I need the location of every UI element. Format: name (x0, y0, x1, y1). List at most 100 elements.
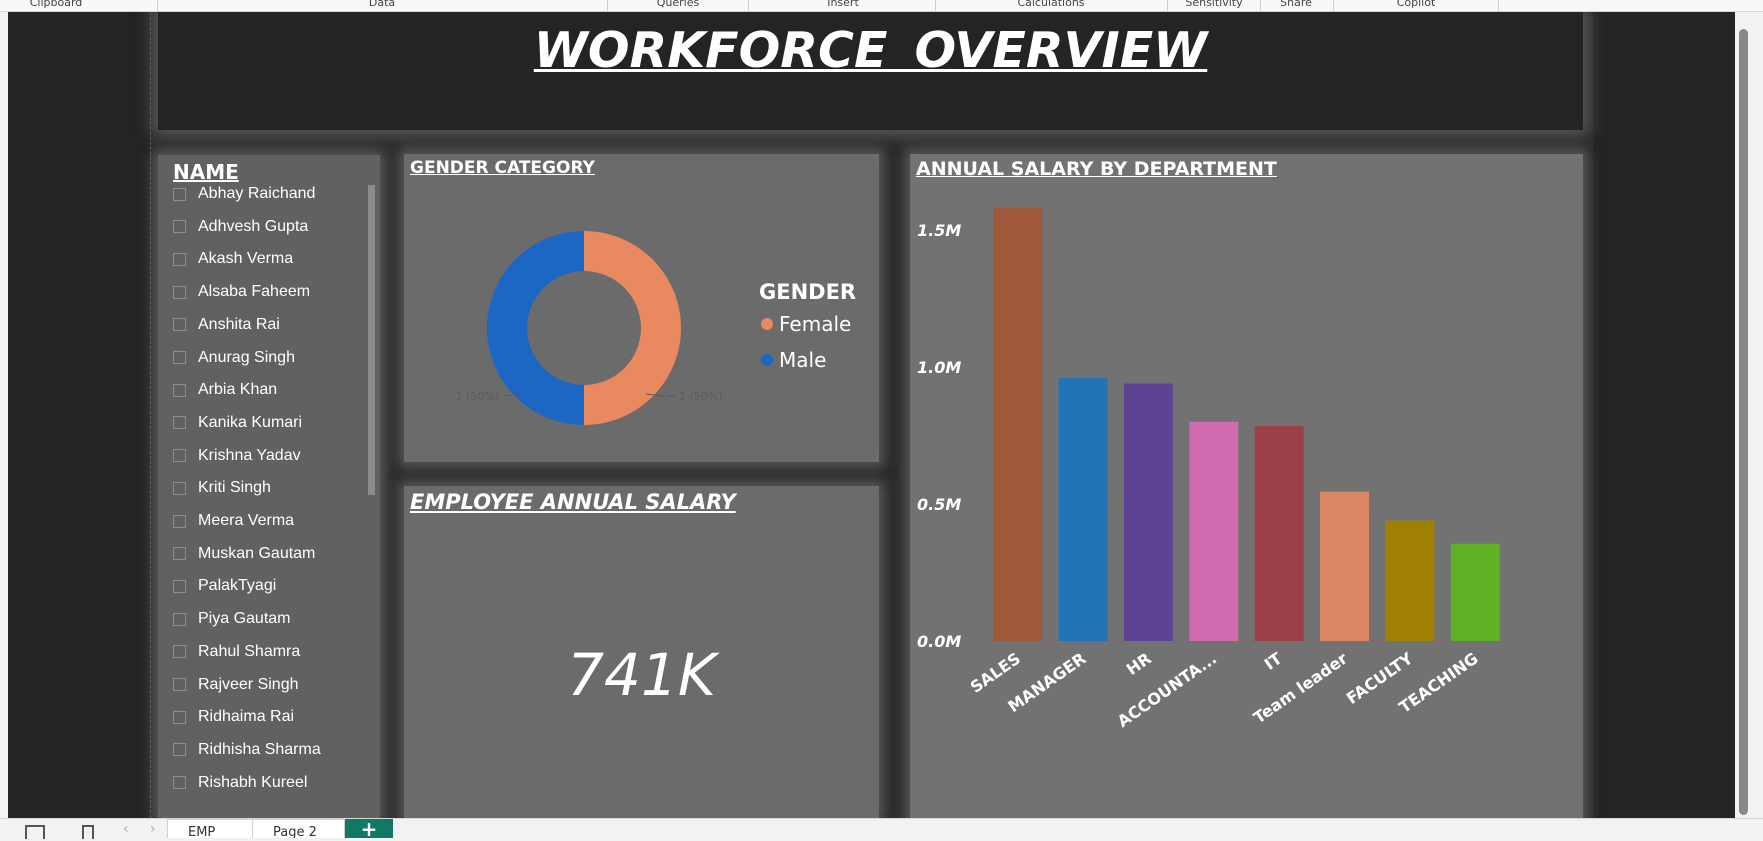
slicer-item[interactable]: Meera Verma (173, 510, 294, 532)
bar-4[interactable] (1189, 421, 1239, 641)
add-page-button[interactable]: + (345, 819, 393, 839)
slicer-item[interactable]: PalakTyagi (173, 575, 276, 597)
checkbox-icon[interactable] (173, 449, 186, 463)
vertical-scrollbar[interactable] (1735, 12, 1752, 818)
slicer-item[interactable]: Kriti Singh (173, 477, 271, 499)
gender-legend-title: GENDER (759, 280, 857, 304)
slicer-item[interactable]: Rahul Shamra (173, 641, 300, 663)
salary-by-department-visual[interactable]: ANNUAL SALARY BY DEPARTMENT 0.0M 0.5M 1.0M… (910, 154, 1583, 818)
donut-slice-female[interactable] (584, 231, 681, 425)
slicer-item[interactable]: Kanika Kumari (173, 412, 302, 434)
leader-line (503, 393, 523, 397)
bar-7[interactable] (1385, 520, 1435, 641)
female-legend-dot-icon (761, 318, 773, 330)
slicer-item[interactable]: Adhvesh Gupta (173, 216, 308, 238)
x-tick-label: SALES (967, 649, 1024, 697)
gender-chart-title: GENDER CATEGORY (410, 158, 595, 178)
x-tick-label: HR (1123, 649, 1155, 679)
checkbox-icon[interactable] (173, 481, 186, 495)
gender-category-visual[interactable]: GENDER CATEGORY 1 (50%) 1 (50%) GENDER Fe… (404, 154, 879, 462)
slicer-item-label: PalakTyagi (198, 577, 277, 595)
ribbon-separator (935, 0, 936, 11)
ribbon-separator (1498, 0, 1499, 11)
scrollbar-thumb[interactable] (1739, 29, 1748, 815)
name-slicer[interactable]: NAME Abhay Raichand Adhvesh Gupta Akash Ve… (158, 155, 380, 818)
bar-2[interactable] (1058, 378, 1108, 641)
slicer-item-label: Rishabh Kureel (198, 773, 308, 791)
slicer-item[interactable]: Ridhaima Rai (173, 706, 294, 728)
checkbox-icon[interactable] (173, 645, 186, 659)
ribbon-separator (1167, 0, 1168, 11)
checkbox-icon[interactable] (173, 383, 186, 397)
employee-salary-title: EMPLOYEE ANNUAL SALARY (410, 490, 736, 514)
slicer-item-label: Muskan Gautam (198, 544, 316, 562)
checkbox-icon[interactable] (173, 547, 186, 561)
checkbox-icon[interactable] (173, 743, 186, 757)
tab-emp[interactable]: EMP (167, 819, 265, 838)
desktop-view-icon[interactable] (25, 825, 45, 839)
slicer-item[interactable]: Krishna Yadav (173, 445, 301, 467)
slicer-item[interactable]: Rishabh Kureel (173, 772, 307, 794)
gender-donut-chart[interactable]: 1 (50%) 1 (50%) (404, 154, 879, 462)
donut-data-label: 1 (50%) (455, 390, 499, 403)
ribbon-group-label: Sensitivity (1185, 0, 1243, 9)
bar-6[interactable] (1320, 491, 1370, 641)
slicer-item-label: Meera Verma (198, 512, 295, 529)
checkbox-icon[interactable] (173, 612, 186, 626)
slicer-item[interactable]: Muskan Gautam (173, 543, 315, 565)
name-slicer-header: NAME (173, 160, 239, 184)
checkbox-icon[interactable] (173, 285, 186, 299)
next-page-icon[interactable]: › (150, 821, 156, 837)
slicer-item[interactable]: Ridhisha Sharma (173, 739, 321, 761)
checkbox-icon[interactable] (173, 252, 186, 266)
legend-item-male[interactable]: Male (761, 348, 826, 372)
slicer-item-label: Ridhaima Rai (198, 708, 295, 726)
checkbox-icon[interactable] (173, 579, 186, 593)
bar-1[interactable] (993, 208, 1043, 641)
donut-slice-male[interactable] (487, 231, 584, 425)
slicer-item-label: Ridhisha Sharma (198, 740, 321, 758)
slicer-item[interactable]: Akash Verma (173, 248, 293, 270)
slicer-item-label: Abhay Raichand (198, 185, 316, 202)
slicer-item[interactable]: Abhay Raichand (173, 183, 315, 205)
slicer-item[interactable]: Anshita Rai (173, 314, 280, 336)
ribbon-group-label: Clipboard (29, 0, 83, 9)
checkbox-icon[interactable] (173, 187, 186, 201)
slicer-item[interactable]: Rajveer Singh (173, 674, 299, 696)
checkbox-icon[interactable] (173, 351, 186, 364)
mobile-view-icon[interactable] (82, 825, 94, 839)
donut-data-label: 1 (50%) (679, 390, 723, 403)
title-panel: WORKFORCE OVERVIEW (158, 12, 1583, 130)
legend-item-female[interactable]: Female (761, 312, 851, 336)
checkbox-icon[interactable] (173, 318, 186, 332)
employee-salary-card[interactable]: EMPLOYEE ANNUAL SALARY 741K (404, 486, 879, 818)
male-legend-dot-icon (761, 354, 773, 366)
checkbox-icon[interactable] (173, 678, 186, 691)
page-tab-bar: ‹ › EMP Page 2 + (0, 818, 1763, 839)
tab-page-2[interactable]: Page 2 (252, 819, 345, 838)
checkbox-icon[interactable] (173, 514, 186, 528)
slicer-item-label: Kanika Kumari (198, 413, 303, 431)
checkbox-icon[interactable] (173, 220, 186, 234)
slicer-item[interactable]: Alsaba Faheem (173, 281, 310, 303)
dept-chart-title: ANNUAL SALARY BY DEPARTMENT (916, 158, 1277, 180)
slicer-item[interactable]: Anurag Singh (173, 347, 295, 369)
checkbox-icon[interactable] (173, 710, 186, 724)
checkbox-icon[interactable] (173, 416, 186, 430)
y-tick-label: 1.5M (917, 221, 961, 240)
bar-3[interactable] (1123, 383, 1173, 641)
slicer-item-label: Anurag Singh (198, 348, 295, 366)
slicer-item-label: Anshita Rai (198, 315, 280, 333)
bar-8[interactable] (1450, 543, 1500, 641)
slicer-item-label: Rahul Shamra (198, 642, 301, 660)
checkbox-icon[interactable] (173, 776, 186, 790)
prev-page-icon[interactable]: ‹ (123, 821, 129, 837)
slicer-item[interactable]: Piya Gautam (173, 608, 290, 630)
x-tick-label: IT (1261, 649, 1286, 674)
bar-5[interactable] (1254, 425, 1304, 641)
slicer-item[interactable]: Arbia Khan (173, 379, 277, 401)
ribbon-group-label: Calculations (1017, 0, 1085, 9)
ribbon-separator (607, 0, 608, 11)
slicer-scrollbar[interactable] (368, 185, 375, 495)
